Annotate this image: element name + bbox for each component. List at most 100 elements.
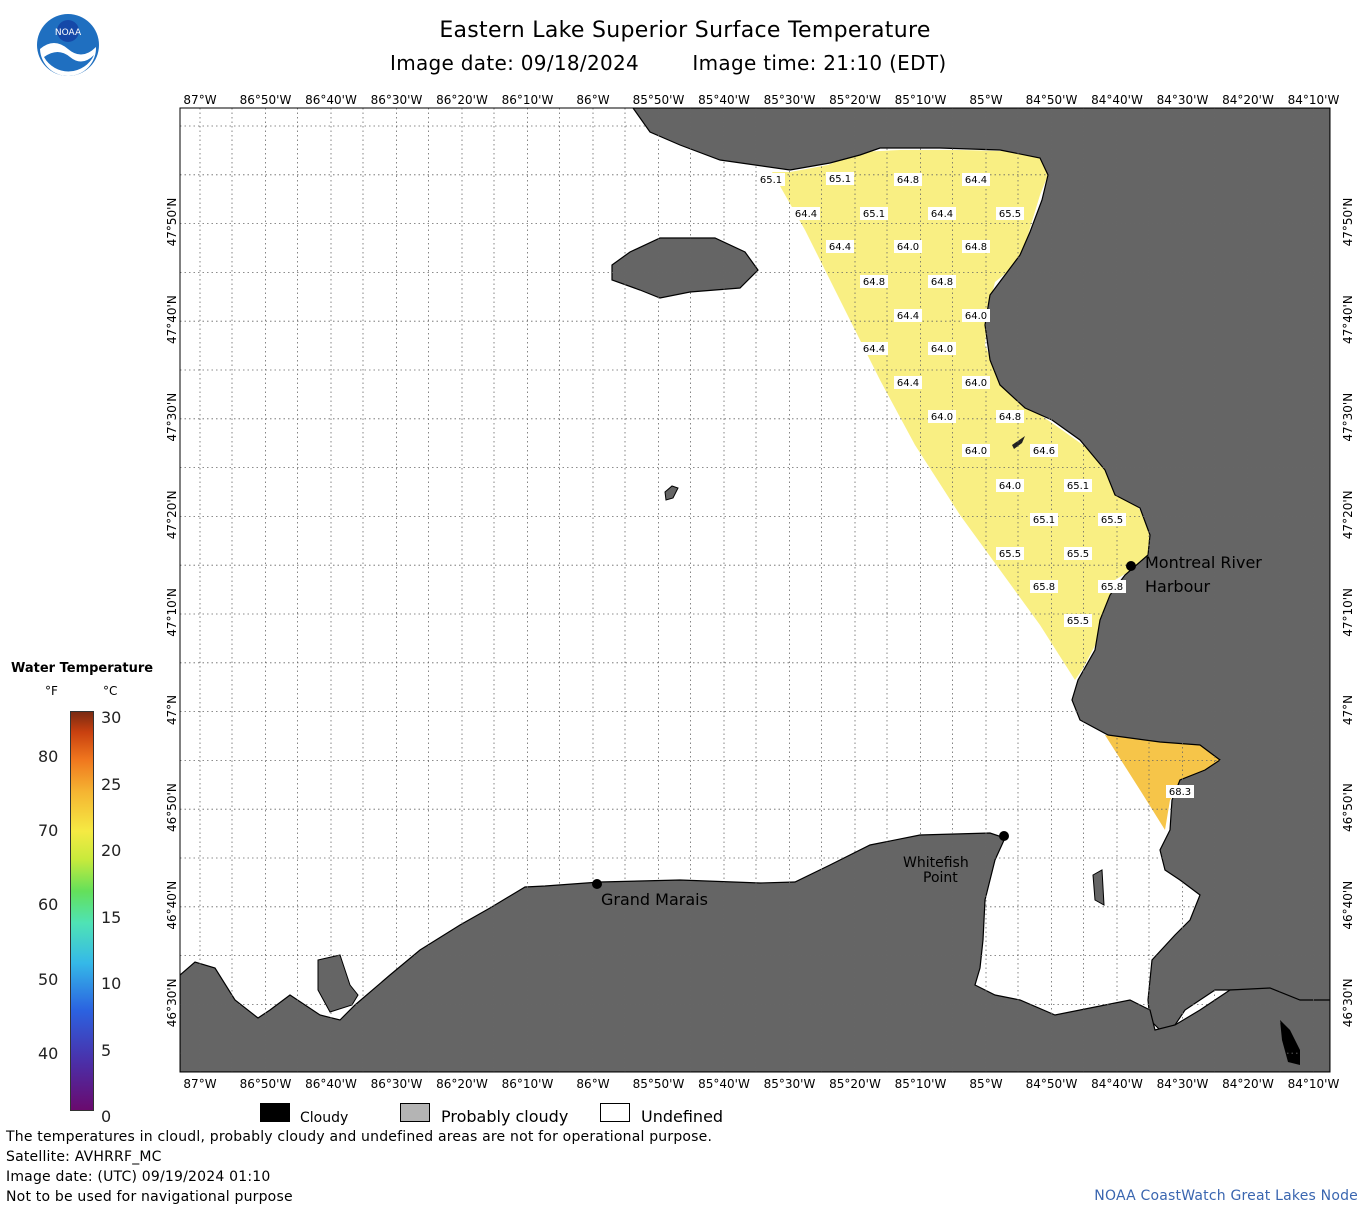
longitude-label-top: 84°20'W	[1222, 93, 1274, 107]
latitude-label-right: 47°40'N	[1341, 295, 1355, 344]
longitude-label-top: 85°40'W	[698, 93, 750, 107]
temperature-label: 65.1	[829, 174, 851, 185]
image-datetime: Image date: 09/18/2024 Image time: 21:10…	[390, 51, 946, 75]
temperature-label: 64.4	[795, 209, 817, 220]
footer-utc-date: Image date: (UTC) 09/19/2024 01:10	[6, 1169, 271, 1185]
temperature-label-bg	[962, 240, 990, 253]
latitude-label-left: 47°N	[165, 695, 179, 725]
temperature-label-bg	[826, 240, 854, 253]
latitude-label-left: 47°10'N	[165, 588, 179, 637]
temperature-label: 64.8	[897, 175, 919, 186]
whitefish-point-marker	[999, 831, 1009, 841]
longitude-label-bottom: 85°20'W	[829, 1077, 881, 1091]
cloudy-patch	[1280, 1020, 1300, 1065]
scale-celsius-value: 30	[101, 708, 122, 727]
montreal-river-label: Montreal River	[1145, 553, 1262, 572]
latitude-label-right: 47°N	[1341, 695, 1355, 725]
temperature-label-bg	[962, 444, 990, 457]
montreal-river-label-2: Harbour	[1145, 577, 1211, 596]
temperature-label-bg	[826, 172, 854, 185]
land-north-shore	[632, 108, 1330, 1072]
temperature-label: 64.4	[897, 378, 919, 389]
land-north-rocks	[1012, 436, 1025, 449]
latitude-label-right: 47°50'N	[1341, 198, 1355, 247]
noaa-logo-icon: NOAA	[36, 13, 100, 77]
longitude-label-top: 85°10'W	[895, 93, 947, 107]
longitude-label-top: 84°40'W	[1091, 93, 1143, 107]
longitude-label-top: 84°50'W	[1026, 93, 1078, 107]
temperature-label-bg	[928, 207, 956, 220]
temperature-label-bg	[962, 309, 990, 322]
longitude-label-bottom: 84°40'W	[1091, 1077, 1143, 1091]
temperature-label: 64.4	[965, 175, 987, 186]
longitude-label-bottom: 86°W	[576, 1077, 609, 1091]
longitude-label-bottom: 84°20'W	[1222, 1077, 1274, 1091]
whitefish-point-label-2: Point	[923, 870, 958, 886]
temperature-label-bg	[894, 376, 922, 389]
scale-celsius-value: 15	[101, 907, 122, 927]
land-island-caribou	[611, 237, 759, 299]
latitude-label-left: 47°20'N	[165, 490, 179, 539]
latitude-label-left: 46°30'N	[165, 978, 179, 1027]
longitude-label-bottom: 86°50'W	[240, 1077, 292, 1091]
temperature-label-bg	[894, 309, 922, 322]
footer-disclaimer: The temperatures in cloudl, probably clo…	[6, 1129, 713, 1145]
temperature-label-bg	[1030, 580, 1058, 593]
latitude-label-right: 46°50'N	[1341, 783, 1355, 832]
temperature-label-bg	[962, 376, 990, 389]
footer-navigation-note: Not to be used for navigational purpose	[6, 1189, 293, 1205]
temperature-label-bg	[1064, 614, 1092, 627]
latitude-label-right: 46°40'N	[1341, 881, 1355, 930]
temperature-label-bg	[860, 275, 888, 288]
scale-fahrenheit-value: 80	[38, 747, 59, 766]
longitude-label-top: 86°40'W	[305, 93, 357, 107]
cloudy-swatch	[260, 1103, 290, 1122]
longitude-label-bottom: 85°50'W	[633, 1077, 685, 1091]
temperature-label: 65.8	[1033, 582, 1055, 593]
scale-celsius-value: 5	[101, 1040, 112, 1060]
image-time: Image time: 21:10 (EDT)	[692, 51, 947, 75]
temperature-label: 64.8	[965, 242, 987, 253]
montreal-river-marker	[1126, 561, 1136, 571]
noaa-logo-text: NOAA	[55, 28, 82, 38]
latitude-label-right: 47°10'N	[1341, 588, 1355, 637]
longitude-label-bottom: 85°30'W	[764, 1077, 816, 1091]
temperature-label-bg	[1064, 479, 1092, 492]
longitude-label-top: 86°50'W	[240, 93, 292, 107]
unit-celsius: °C	[103, 684, 118, 698]
scale-fahrenheit-value: 40	[38, 1043, 59, 1063]
scale-celsius-value: 10	[101, 974, 122, 993]
longitude-label-top: 85°20'W	[829, 93, 881, 107]
land-south-shore	[180, 832, 1330, 1072]
temperature-label-bg	[996, 410, 1024, 423]
temperature-label-bg	[1098, 513, 1126, 526]
longitude-label-bottom: 86°30'W	[371, 1077, 423, 1091]
temperature-label: 64.4	[897, 311, 919, 322]
whitefish-point-label: Whitefish	[903, 855, 969, 871]
footer-satellite: Satellite: AVHRRF_MC	[6, 1149, 162, 1165]
latitude-label-left: 46°50'N	[165, 783, 179, 832]
scale-celsius-value: 20	[101, 841, 122, 860]
temperature-label: 64.6	[1033, 446, 1055, 457]
temperature-label-bg	[1098, 580, 1126, 593]
legend-title: Water Temperature	[11, 661, 154, 676]
grand-marais-marker	[592, 879, 602, 889]
temperature-label: 64.0	[897, 242, 919, 253]
scale-fahrenheit-value: 50	[38, 969, 59, 989]
temperature-label: 64.0	[965, 311, 987, 322]
warmer-water-zone	[1105, 735, 1240, 830]
temperature-label-bg	[1064, 547, 1092, 560]
scale-celsius-value: 0	[101, 1107, 112, 1126]
temperature-label-bg	[757, 173, 785, 186]
temperature-label: 64.8	[999, 412, 1021, 423]
temperature-label: 65.1	[760, 175, 782, 186]
longitude-label-bottom: 84°10'W	[1288, 1077, 1340, 1091]
temperature-label-bg	[894, 173, 922, 186]
temperature-label: 64.8	[863, 277, 885, 288]
temperature-label-bg	[928, 410, 956, 423]
probably-cloudy-label: Probably cloudy	[441, 1107, 569, 1126]
temperature-label: 64.8	[931, 277, 953, 288]
longitude-label-bottom: 86°40'W	[305, 1077, 357, 1091]
temperature-label: 65.5	[999, 209, 1021, 220]
